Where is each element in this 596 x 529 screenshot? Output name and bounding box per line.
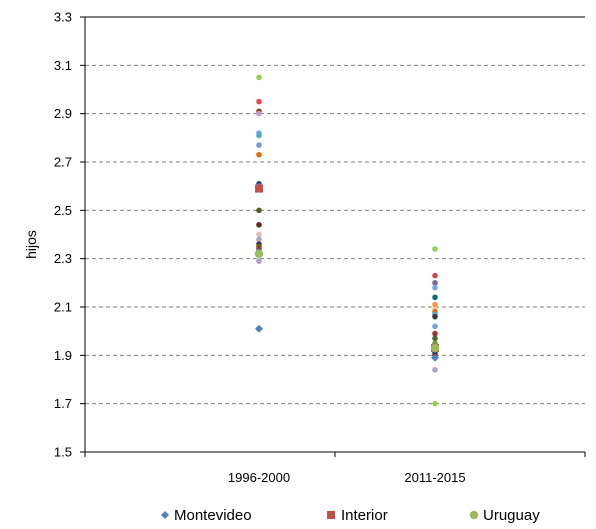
x-tick-label: 1996-2000 bbox=[228, 470, 290, 485]
y-tick-label: 1.5 bbox=[54, 445, 72, 460]
series-point-montevideo bbox=[431, 353, 439, 362]
y-axis-title: hijos bbox=[23, 230, 39, 259]
legend: Montevideo Interior Uruguay bbox=[161, 507, 540, 524]
data-point bbox=[256, 110, 262, 117]
y-tick-label: 2.7 bbox=[54, 155, 72, 170]
data-point bbox=[256, 74, 262, 81]
legend-marker-interior bbox=[327, 511, 335, 519]
legend-marker-montevideo bbox=[161, 511, 169, 519]
data-point bbox=[432, 313, 438, 320]
data-point bbox=[432, 246, 438, 252]
y-tick-label: 2.5 bbox=[54, 203, 72, 218]
y-tick-label: 2.1 bbox=[54, 300, 72, 315]
data-point bbox=[256, 142, 262, 148]
legend-label-interior: Interior bbox=[341, 507, 388, 524]
y-tick-label: 1.7 bbox=[54, 396, 72, 411]
y-tick-label: 2.3 bbox=[54, 251, 72, 266]
series-point-interior bbox=[255, 184, 263, 193]
grid-lines bbox=[85, 64, 585, 405]
data-point bbox=[432, 367, 438, 373]
series-point-uruguay bbox=[254, 249, 264, 259]
data-point bbox=[256, 222, 262, 228]
axes bbox=[80, 16, 586, 457]
data-point bbox=[432, 284, 438, 291]
legend-label-uruguay: Uruguay bbox=[483, 507, 540, 524]
y-tick-label: 3.3 bbox=[54, 10, 72, 25]
y-tick-label: 3.1 bbox=[54, 58, 72, 73]
data-point bbox=[432, 400, 438, 407]
data-point bbox=[256, 151, 262, 158]
data-point bbox=[432, 335, 438, 342]
data-point bbox=[256, 132, 262, 139]
legend-marker-uruguay bbox=[469, 510, 479, 520]
data-point bbox=[432, 323, 438, 330]
y-tick-label: 2.9 bbox=[54, 106, 72, 121]
legend-label-montevideo: Montevideo bbox=[174, 507, 252, 524]
data-point bbox=[432, 294, 438, 301]
y-tick-label: 1.9 bbox=[54, 348, 72, 363]
x-tick-labels: 1996-2000 2011-2015 bbox=[228, 470, 466, 485]
series-point-montevideo bbox=[255, 324, 263, 333]
series-point-uruguay bbox=[430, 343, 440, 353]
y-tick-labels: 3.3 3.1 2.9 2.7 2.5 2.3 2.1 1.9 1.7 1.5 bbox=[54, 10, 72, 460]
data-point bbox=[256, 236, 262, 243]
data-point bbox=[256, 231, 262, 238]
data-point bbox=[256, 98, 262, 105]
data-point bbox=[432, 280, 438, 286]
x-tick-label: 2011-2015 bbox=[404, 470, 465, 485]
data-point bbox=[256, 207, 262, 214]
data-points bbox=[254, 74, 440, 407]
data-point bbox=[432, 330, 438, 337]
data-point bbox=[432, 301, 438, 308]
data-point bbox=[432, 272, 438, 279]
data-point bbox=[256, 258, 262, 264]
